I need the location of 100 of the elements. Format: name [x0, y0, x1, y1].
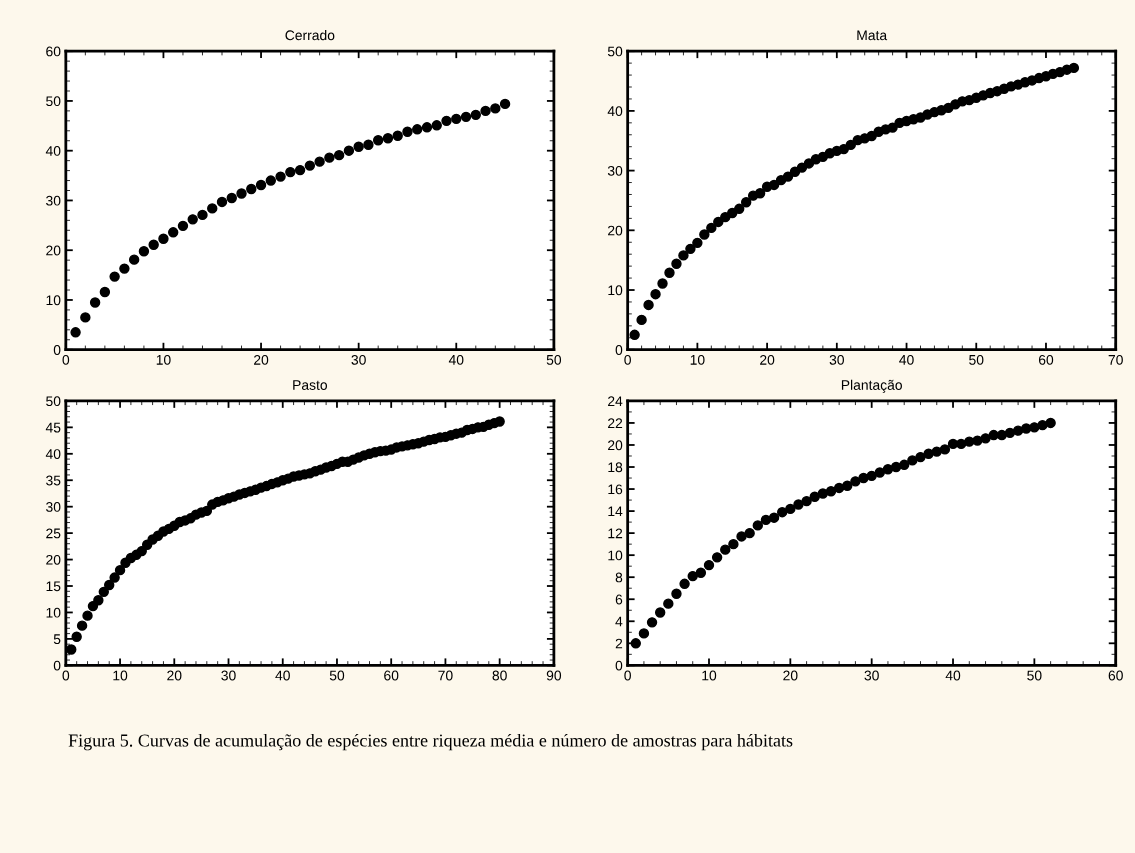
point: [80, 312, 91, 323]
point: [671, 588, 682, 599]
point: [1037, 419, 1048, 431]
y-tick-label: 8: [615, 572, 623, 583]
y-tick-label: 40: [607, 106, 623, 117]
y-tick-label: 50: [46, 96, 61, 107]
point: [1021, 423, 1032, 434]
y-tick-label: 2: [615, 638, 623, 649]
x-tick-label: 50: [546, 354, 562, 365]
y-tick-label: 5: [53, 634, 61, 645]
y-tick-label: 6: [615, 594, 623, 605]
y-tick-label: 20: [46, 245, 61, 256]
point: [728, 538, 739, 550]
x-tick-label: 0: [62, 354, 70, 365]
x-tick-label: 10: [690, 354, 705, 365]
point: [236, 188, 247, 199]
chart-title: Mata: [857, 30, 888, 41]
point: [187, 214, 198, 225]
point: [809, 491, 820, 502]
y-tick-label: 25: [46, 528, 61, 539]
point: [858, 472, 869, 484]
point: [372, 135, 384, 146]
point: [744, 527, 755, 539]
point: [353, 141, 364, 152]
point: [915, 451, 926, 463]
point: [882, 464, 894, 475]
y-tick-label: 10: [46, 607, 61, 618]
point: [119, 263, 130, 274]
point: [324, 152, 335, 163]
x-tick-label: 80: [492, 670, 507, 681]
x-tick-label: 0: [62, 670, 70, 681]
y-tick-label: 24: [608, 396, 623, 406]
point: [207, 203, 218, 214]
point: [343, 145, 355, 156]
point: [793, 499, 804, 510]
point: [275, 171, 286, 182]
point: [711, 552, 723, 563]
x-tick-label: 20: [254, 354, 269, 365]
point: [931, 446, 942, 457]
point: [687, 570, 698, 582]
point: [480, 105, 491, 117]
y-tick-label: 0: [615, 345, 623, 355]
point: [460, 111, 472, 123]
y-tick-label: 20: [608, 440, 623, 451]
point: [1004, 427, 1016, 439]
y-tick-label: 40: [45, 449, 61, 459]
y-tick-label: 10: [46, 295, 61, 306]
point: [760, 514, 772, 526]
y-tick-label: 30: [46, 502, 61, 512]
x-tick-label: 30: [829, 354, 844, 365]
point: [314, 156, 325, 167]
point: [148, 239, 159, 250]
y-tick-label: 10: [608, 285, 623, 296]
x-tick-label: 70: [1108, 354, 1123, 365]
x-tick-label: 90: [546, 670, 562, 681]
point: [866, 470, 877, 482]
point: [158, 233, 169, 244]
point: [294, 164, 306, 176]
y-tick-label: 20: [46, 554, 61, 565]
point: [441, 115, 452, 127]
x-tick-label: 50: [1027, 670, 1042, 681]
y-tick-label: 0: [53, 660, 61, 671]
y-tick-label: 15: [46, 581, 61, 592]
point: [654, 607, 666, 618]
y-tick-label: 30: [607, 165, 623, 176]
point: [70, 327, 81, 338]
point: [226, 192, 237, 204]
point: [720, 544, 731, 555]
point: [964, 436, 975, 447]
point: [1045, 417, 1056, 429]
point: [490, 103, 501, 114]
x-tick-label: 30: [221, 670, 236, 681]
point: [980, 433, 991, 444]
point: [899, 459, 910, 471]
y-tick-label: 10: [608, 550, 623, 561]
point: [382, 133, 394, 144]
point: [392, 130, 403, 141]
point: [646, 617, 658, 628]
point: [638, 628, 650, 639]
x-tick-label: 0: [624, 354, 631, 365]
y-tick-label: 22: [608, 418, 623, 428]
y-tick-label: 18: [608, 462, 623, 473]
y-tick-label: 4: [615, 616, 623, 627]
chart-title: Plantação: [841, 379, 902, 393]
chart-title: Pasto: [293, 380, 328, 390]
point: [679, 578, 690, 590]
y-tick-label: 50: [607, 46, 623, 57]
text: Figura 5. Curvas de acumulação de espécies entre riqueza média e número de amostras para hábitats: [68, 733, 793, 751]
chart-title: Cerrado: [285, 30, 335, 41]
point: [874, 467, 886, 478]
point: [825, 486, 837, 497]
x-tick-label: 30: [864, 670, 879, 681]
point: [255, 179, 267, 191]
x-tick-label: 20: [167, 670, 182, 681]
point: [850, 476, 861, 487]
y-tick-label: 35: [46, 475, 61, 486]
x-tick-label: 70: [438, 670, 453, 681]
x-tick-label: 20: [783, 670, 798, 681]
point: [663, 598, 674, 609]
point: [752, 520, 763, 531]
